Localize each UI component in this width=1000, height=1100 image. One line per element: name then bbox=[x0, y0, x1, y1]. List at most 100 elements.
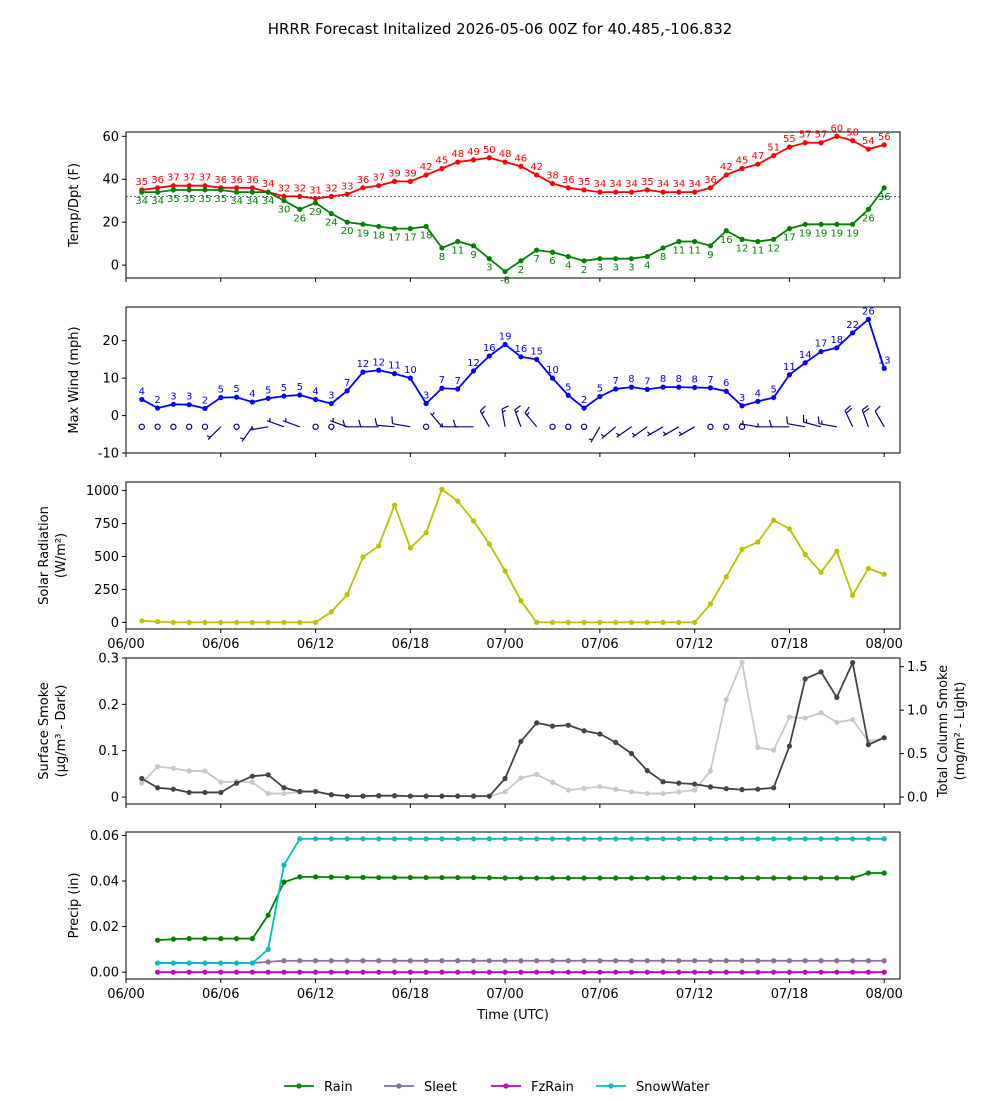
data-point-sleet bbox=[360, 958, 366, 964]
data-label-wind: 18 bbox=[830, 335, 843, 346]
data-label-wind: 26 bbox=[862, 306, 875, 317]
data-label-wind: 3 bbox=[739, 393, 745, 404]
data-point-temp bbox=[739, 165, 745, 172]
axes-frame bbox=[125, 481, 901, 630]
data-label-wind: 3 bbox=[170, 391, 176, 402]
data-label-dewpoint: 19 bbox=[830, 228, 843, 239]
data-point-snow bbox=[534, 836, 540, 842]
data-label-temp: 45 bbox=[436, 156, 449, 167]
data-point-surface bbox=[739, 787, 745, 793]
data-point-sleet bbox=[644, 958, 650, 964]
data-label-temp: 35 bbox=[578, 177, 591, 188]
data-point-temp bbox=[549, 180, 556, 187]
data-point-surface bbox=[455, 793, 461, 799]
data-point-wind bbox=[518, 354, 524, 360]
data-point-sleet bbox=[850, 958, 856, 964]
data-point-column bbox=[834, 719, 840, 725]
data-point-dewpoint bbox=[834, 221, 840, 227]
precip-legend: Rain Sleet FzRain SnowWater bbox=[284, 1080, 710, 1095]
data-point-column bbox=[265, 790, 271, 797]
data-point-snow bbox=[518, 836, 524, 842]
data-point-sleet bbox=[470, 958, 477, 964]
data-point-solar bbox=[139, 618, 145, 624]
data-point-snow bbox=[218, 960, 224, 966]
data-point-rain bbox=[692, 875, 698, 881]
y-right-tick-label: 1.0 bbox=[907, 704, 928, 719]
data-point-surface bbox=[850, 660, 856, 666]
data-point-surface bbox=[233, 780, 240, 786]
data-point-surface bbox=[723, 786, 729, 792]
data-label-dewpoint: 34 bbox=[151, 196, 164, 207]
data-point-rain bbox=[660, 875, 666, 881]
data-point-dewpoint bbox=[565, 253, 571, 260]
data-point-surface bbox=[297, 788, 303, 795]
data-point-fzrain bbox=[265, 969, 271, 975]
y-axis-label: Max Wind (mph) bbox=[67, 326, 82, 433]
data-label-temp: 35 bbox=[135, 177, 148, 188]
data-point-solar bbox=[470, 518, 477, 524]
panel-precip: 0.00 0.02 0.04 0.06 06/00 06/06 06/12 06/18 07/0… bbox=[67, 829, 903, 1023]
data-point-wind bbox=[676, 384, 682, 390]
data-point-fzrain bbox=[881, 969, 887, 975]
y-axis-label: Solar Radiation bbox=[37, 506, 52, 605]
wind-barb-half-feather bbox=[678, 431, 683, 435]
data-point-temp bbox=[470, 157, 477, 163]
data-point-temp bbox=[502, 159, 508, 165]
data-point-solar bbox=[850, 592, 856, 598]
data-point-surface bbox=[676, 780, 682, 786]
data-point-snow bbox=[344, 836, 350, 842]
data-point-wind bbox=[692, 384, 698, 391]
data-point-dewpoint bbox=[723, 228, 729, 234]
data-point-solar bbox=[344, 592, 350, 598]
data-label-temp: 48 bbox=[451, 149, 464, 160]
axes-frame bbox=[125, 831, 901, 980]
wind-barb-half-feather bbox=[647, 431, 651, 435]
data-point-temp bbox=[676, 189, 682, 195]
data-point-surface bbox=[834, 694, 840, 700]
data-point-rain bbox=[786, 875, 793, 881]
wind-barb-feather bbox=[374, 417, 378, 426]
data-point-surface bbox=[581, 728, 587, 734]
data-point-temp bbox=[802, 140, 808, 146]
wind-barb-calm bbox=[154, 423, 161, 430]
data-label-temp: 37 bbox=[183, 173, 196, 184]
data-point-snow bbox=[297, 836, 303, 842]
data-label-wind: 5 bbox=[233, 384, 239, 395]
data-point-fzrain bbox=[170, 969, 176, 975]
data-point-sleet bbox=[518, 958, 524, 964]
x-tick-label: 07/00 bbox=[486, 987, 523, 1002]
data-point-column bbox=[707, 768, 714, 774]
data-point-fzrain bbox=[613, 969, 619, 975]
data-point-wind bbox=[628, 384, 635, 390]
data-point-wind bbox=[613, 386, 619, 392]
data-point-temp bbox=[881, 142, 887, 148]
data-point-column bbox=[549, 779, 556, 785]
data-point-wind bbox=[233, 394, 240, 400]
data-label-wind: 14 bbox=[799, 350, 812, 361]
data-point-snow bbox=[312, 836, 319, 842]
data-point-fzrain bbox=[676, 969, 682, 975]
panel-solar-radiation: 0 250 500 750 1000 06/00 06/06 06/12 06/18 07/00 0… bbox=[37, 481, 903, 652]
data-point-wind bbox=[486, 353, 492, 359]
data-point-temp bbox=[597, 189, 603, 195]
data-point-rain bbox=[186, 936, 192, 942]
data-point-fzrain bbox=[628, 969, 635, 975]
data-point-column bbox=[660, 790, 666, 797]
data-point-surface bbox=[360, 793, 366, 799]
data-point-column bbox=[186, 768, 192, 774]
x-tick-label: 07/12 bbox=[676, 637, 713, 652]
data-point-dewpoint bbox=[818, 221, 824, 227]
data-point-rain bbox=[644, 875, 650, 881]
data-point-surface bbox=[486, 793, 492, 799]
data-label-temp: 34 bbox=[672, 179, 685, 190]
data-point-solar bbox=[818, 569, 824, 575]
data-label-wind: 5 bbox=[281, 383, 287, 394]
data-label-temp: 45 bbox=[736, 156, 749, 167]
series-line-column bbox=[141, 659, 885, 798]
wind-barb-half-feather bbox=[251, 425, 254, 430]
data-label-temp: 32 bbox=[325, 183, 338, 194]
data-point-wind bbox=[850, 330, 856, 336]
data-point-wind bbox=[202, 405, 208, 412]
wind-barb-feather bbox=[501, 405, 509, 410]
data-label-temp: 57 bbox=[815, 130, 828, 141]
